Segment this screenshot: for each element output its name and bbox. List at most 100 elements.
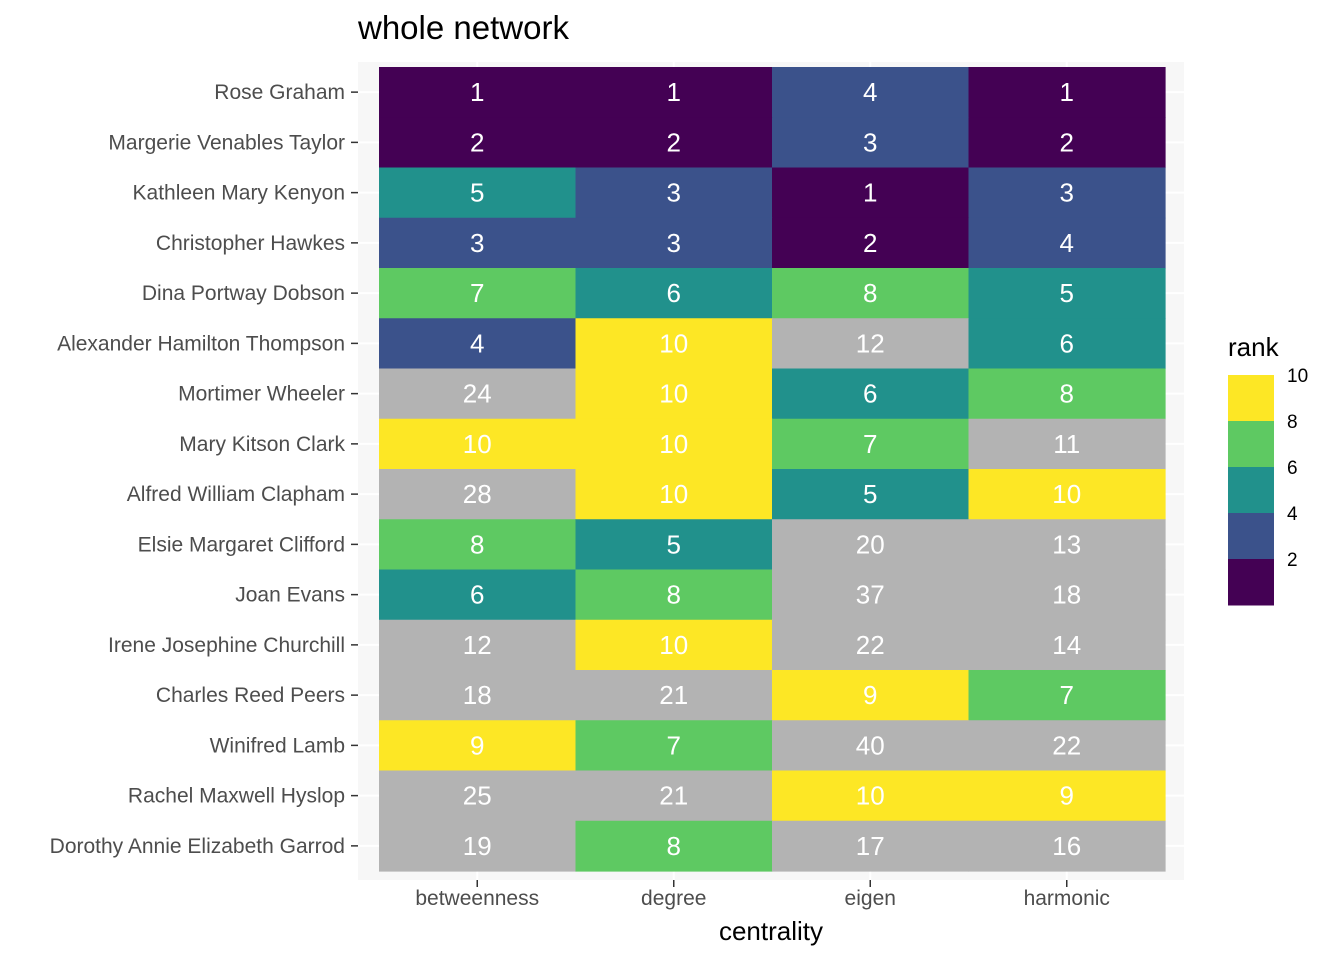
cell-value-label: 17 [856,831,885,861]
cell-value-label: 6 [1060,328,1074,358]
cell-value-label: 7 [470,278,484,308]
y-tick-label: Rose Graham [214,81,345,104]
cell-value-label: 3 [470,228,484,258]
heatmap-cell-winifred-lamb-degree [575,720,773,772]
heatmap-cell-christopher-hawkes-degree [575,217,773,269]
cell-value-label: 1 [667,77,681,107]
heatmap-cell-alexander-hamilton-thompson-harmonic [968,318,1166,370]
heatmap-cell-alfred-william-clapham-eigen [772,469,970,520]
heatmap-cell-mary-kitson-clark-betweenness [379,418,577,470]
cell-value-label: 7 [863,429,877,459]
cell-value-label: 40 [856,730,885,760]
heatmap-cell-dorothy-annie-elizabeth-garrod-harmonic [968,820,1166,872]
heatmap-cell-dina-portway-dobson-degree [575,268,773,319]
cell-value-label: 37 [856,580,885,610]
cell-value-label: 1 [1060,77,1074,107]
cell-value-label: 21 [659,680,688,710]
heatmap-cell-rachel-maxwell-hyslop-betweenness [379,770,577,822]
heatmap-cell-rose-graham-eigen [772,67,970,118]
heatmap-cell-elsie-margaret-clifford-harmonic [968,519,1166,571]
y-tick-label: Mortimer Wheeler [178,383,345,406]
legend-tick-label: 10 [1287,366,1308,387]
heatmap-cell-christopher-hawkes-harmonic [968,217,1166,269]
cell-value-label: 14 [1052,630,1081,660]
cell-value-label: 5 [470,178,484,208]
heatmap-cell-margerie-venables-taylor-degree [575,117,773,169]
heatmap-cell-joan-evans-degree [575,569,773,621]
y-tick-label: Rachel Maxwell Hyslop [128,785,345,808]
heatmap-cell-margerie-venables-taylor-betweenness [379,117,577,169]
legend-tick-label: 2 [1287,550,1298,571]
heatmap-cell-charles-reed-peers-degree [575,670,773,721]
cell-value-label: 28 [463,479,492,509]
cell-value-label: 24 [463,379,492,409]
chart-title: whole network [357,9,569,46]
cell-value-label: 12 [463,630,492,660]
legend-color-bin [1228,513,1274,560]
y-tick-label: Margerie Venables Taylor [108,131,345,154]
cell-value-label: 3 [667,178,681,208]
heatmap-cell-rose-graham-harmonic [968,67,1166,118]
heatmap-cell-joan-evans-eigen [772,569,970,621]
y-axis: Rose Graham Margerie Venables Taylor Kathl… [50,81,358,858]
y-tick-label: Dorothy Annie Elizabeth Garrod [50,835,345,858]
cell-value-label: 16 [1052,831,1081,861]
legend-color-bin [1228,467,1274,514]
heatmap-cell-elsie-margaret-clifford-betweenness [379,519,577,571]
cell-value-label: 18 [463,680,492,710]
heatmap-cell-margerie-venables-taylor-harmonic [968,117,1166,169]
legend-color-bin [1228,559,1274,606]
y-tick-label: Mary Kitson Clark [179,433,345,456]
x-tick-label: degree [641,887,706,910]
cell-value-label: 5 [863,479,877,509]
heatmap-cell-mortimer-wheeler-degree [575,368,773,420]
cell-value-label: 10 [659,429,688,459]
cell-value-label: 9 [470,730,484,760]
cell-value-label: 8 [1060,379,1074,409]
y-tick-label: Elsie Margaret Clifford [138,533,345,556]
heatmap-cell-joan-evans-harmonic [968,569,1166,621]
heatmap-cell-dina-portway-dobson-betweenness [379,268,577,319]
heatmap-cell-winifred-lamb-betweenness [379,720,577,772]
cell-value-label: 7 [667,730,681,760]
cell-value-label: 10 [856,781,885,811]
heatmap-cell-irene-josephine-churchill-degree [575,619,773,671]
heatmap-cell-winifred-lamb-eigen [772,720,970,772]
heatmap-cell-kathleen-mary-kenyon-degree [575,167,773,219]
legend-tick-label: 6 [1287,458,1298,479]
heatmap-cell-dorothy-annie-elizabeth-garrod-eigen [772,820,970,872]
cell-value-label: 10 [1052,479,1081,509]
heatmap-cell-mortimer-wheeler-harmonic [968,368,1166,420]
legend-color-bin [1228,375,1274,422]
cell-value-label: 20 [856,529,885,559]
heatmap-cell-margerie-venables-taylor-eigen [772,117,970,169]
cell-value-label: 2 [863,228,877,258]
heatmap-cell-rachel-maxwell-hyslop-harmonic [968,770,1166,822]
cell-value-label: 10 [659,630,688,660]
cell-value-label: 21 [659,781,688,811]
heatmap-cell-alexander-hamilton-thompson-degree [575,318,773,370]
cell-value-label: 4 [1060,228,1074,258]
heatmap-cell-dina-portway-dobson-harmonic [968,268,1166,319]
heatmap-cell-charles-reed-peers-eigen [772,670,970,721]
heatmap-cell-dorothy-annie-elizabeth-garrod-betweenness [379,820,577,872]
heatmap-cell-dorothy-annie-elizabeth-garrod-degree [575,820,773,872]
cell-value-label: 4 [470,328,484,358]
y-tick-label: Christopher Hawkes [156,232,345,255]
y-tick-label: Joan Evans [235,584,345,607]
cell-value-label: 10 [463,429,492,459]
cell-value-label: 18 [1052,580,1081,610]
cell-value-label: 8 [470,529,484,559]
y-tick-label: Charles Reed Peers [156,684,345,707]
y-tick-label: Dina Portway Dobson [142,282,345,305]
heatmap-cell-elsie-margaret-clifford-eigen [772,519,970,571]
heatmap-cell-charles-reed-peers-harmonic [968,670,1166,721]
cell-value-label: 5 [1060,278,1074,308]
cell-value-label: 1 [470,77,484,107]
cell-value-label: 11 [1053,429,1080,459]
legend-tick-label: 8 [1287,412,1298,433]
heatmap-cell-alexander-hamilton-thompson-eigen [772,318,970,370]
cell-value-label: 2 [667,127,681,157]
cell-value-label: 22 [856,630,885,660]
